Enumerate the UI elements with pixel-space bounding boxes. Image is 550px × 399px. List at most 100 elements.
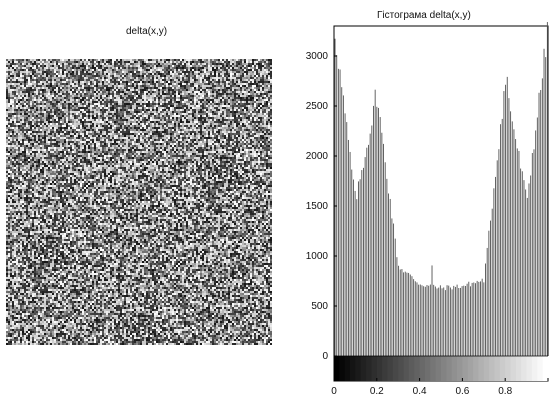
histogram-bar <box>533 149 535 356</box>
x-tick-label: 0 <box>331 386 337 397</box>
histogram-bar <box>334 38 336 356</box>
histogram-bar <box>496 160 498 356</box>
histogram-bar <box>468 281 470 356</box>
colorbar-segment <box>537 356 544 381</box>
histogram-bar <box>530 175 532 356</box>
histogram-bar <box>374 89 376 357</box>
histogram-bar <box>419 284 421 356</box>
colorbar-segment <box>473 356 479 381</box>
colorbar-segment <box>542 356 549 381</box>
histogram-bar <box>401 269 403 356</box>
colorbar-segment <box>467 356 474 381</box>
colorbar-segment <box>414 356 421 381</box>
histogram-bar <box>513 129 515 356</box>
histogram-bar <box>394 238 396 356</box>
histogram-bar <box>403 272 405 356</box>
histogram-bar <box>408 272 410 356</box>
histogram-bar <box>503 91 505 357</box>
colorbar-segment <box>430 356 437 381</box>
colorbar-segment <box>366 356 372 381</box>
histogram-bar <box>545 57 547 356</box>
colorbar-segment <box>451 356 458 381</box>
histogram-bar <box>342 95 344 356</box>
histogram-bar <box>433 284 435 356</box>
histogram-bar <box>393 223 395 356</box>
histogram-bar <box>516 148 518 356</box>
histogram-bar <box>541 78 543 357</box>
chart-title: Гістограма delta(x,y) <box>377 10 471 21</box>
histogram-bar <box>411 276 413 356</box>
histogram-bar <box>501 118 503 356</box>
histogram-bar <box>384 162 386 356</box>
histogram-bar <box>418 284 420 356</box>
histogram-bar <box>518 150 520 356</box>
colorbar-segment <box>505 356 512 381</box>
histogram-bar <box>404 271 406 356</box>
x-tick-label: 0.6 <box>455 386 469 397</box>
histogram-bar <box>441 288 443 356</box>
colorbar-segment <box>526 356 533 381</box>
x-tick-label: 0.2 <box>370 386 384 397</box>
colorbar-segment <box>398 356 405 381</box>
histogram-bar <box>416 282 418 356</box>
histogram-bar <box>528 183 530 356</box>
histogram-bar <box>361 170 363 356</box>
histogram-bar <box>389 198 391 356</box>
histogram-bar <box>493 188 495 356</box>
histogram-bar <box>464 285 466 356</box>
histogram-bar <box>386 178 388 356</box>
colorbar-segment <box>360 356 367 381</box>
histogram-bar <box>388 193 390 356</box>
histogram-bar <box>459 287 461 356</box>
colorbar-segment <box>355 356 362 381</box>
histogram-bar <box>508 98 510 356</box>
histogram-bar <box>475 283 476 356</box>
histogram-bar <box>461 286 463 356</box>
histogram-bar <box>543 48 545 357</box>
y-tick-label: 2500 <box>306 101 329 112</box>
colorbar-segment <box>489 356 495 381</box>
histogram-bar <box>490 220 491 356</box>
colorbar-segment <box>419 356 426 381</box>
histogram-bar <box>376 106 378 357</box>
histogram-bar <box>488 230 490 356</box>
histogram-bar <box>483 282 485 356</box>
histogram-bar <box>409 274 411 356</box>
histogram-bar <box>481 278 483 356</box>
histogram-bar <box>511 121 513 357</box>
histogram-bar <box>538 92 540 356</box>
histogram-bar <box>446 285 448 356</box>
histogram-bar <box>498 149 500 356</box>
colorbar-segment <box>387 356 394 381</box>
histogram-bar <box>423 286 425 356</box>
histogram-bar <box>414 281 416 356</box>
histogram-bar <box>354 190 356 356</box>
histogram-bar <box>383 143 384 356</box>
histogram-bar <box>495 176 497 356</box>
histogram-bar <box>449 287 451 356</box>
histogram-bar <box>478 281 480 356</box>
histogram-bar <box>515 139 517 356</box>
colorbar-segment <box>403 356 410 381</box>
histogram-bar <box>486 247 488 356</box>
histogram-bar <box>473 282 475 356</box>
histogram-bar <box>506 76 508 356</box>
colorbar-segment <box>499 356 506 381</box>
histogram-bar <box>500 124 502 356</box>
histogram-bar <box>359 179 361 356</box>
histogram-bar <box>369 133 371 356</box>
colorbar-segment <box>382 356 388 381</box>
histogram-bar <box>453 285 455 356</box>
histogram-bar <box>471 282 473 356</box>
histogram-bar <box>480 281 481 356</box>
histogram-bar <box>396 257 398 356</box>
histogram-bar <box>510 111 512 356</box>
histogram-bar <box>349 151 351 356</box>
histogram-bar <box>436 288 438 356</box>
histogram-bar <box>454 286 456 356</box>
histogram-bar <box>443 287 445 356</box>
colorbar-segment <box>408 356 415 381</box>
y-tick-label: 500 <box>311 301 328 312</box>
histogram-bar <box>346 122 348 356</box>
